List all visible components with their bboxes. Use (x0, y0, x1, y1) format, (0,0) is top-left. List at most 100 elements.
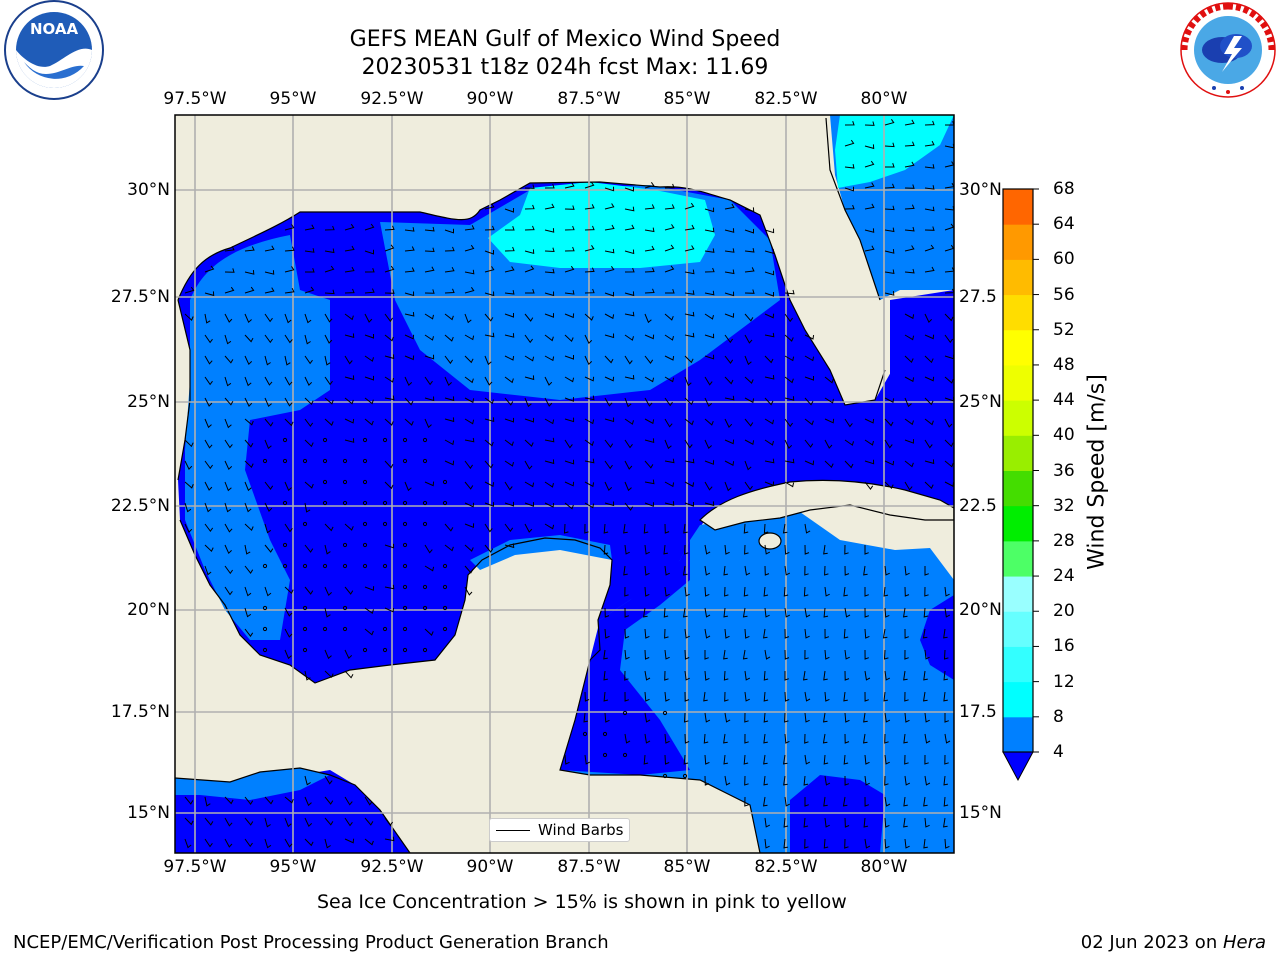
wind-barb (844, 670, 850, 681)
wind-barb (804, 797, 809, 807)
wind-barb (763, 670, 769, 681)
wind-barb (904, 245, 915, 252)
wind-barb (664, 523, 670, 534)
wind-barb (784, 313, 793, 323)
wind-barb (584, 754, 591, 765)
colorbar-band (1003, 224, 1033, 260)
colorbar-tick-label: 64 (1053, 214, 1075, 235)
wind-barb (504, 289, 515, 295)
wind-barb (723, 670, 729, 681)
wind-barb (884, 775, 889, 786)
wind-barb (684, 202, 695, 210)
wind-barb (744, 565, 751, 576)
wind-barb (724, 481, 732, 492)
wind-speed-map (174, 114, 955, 854)
wind-barb (644, 267, 655, 273)
wind-barb (824, 376, 834, 384)
calm-marker (682, 773, 688, 779)
colorbar-tick-label: 56 (1053, 284, 1075, 305)
wind-barb (924, 334, 935, 340)
lon-label-bottom: 97.5°W (163, 857, 227, 877)
wind-barb (244, 607, 252, 618)
wind-barb (624, 334, 634, 341)
calm-marker (342, 626, 348, 632)
wind-barb (684, 439, 693, 449)
wind-barb (744, 733, 749, 744)
wind-barb (544, 523, 555, 530)
wind-barb (744, 418, 754, 427)
wind-barb (884, 481, 894, 490)
wind-barb (624, 418, 634, 425)
wind-barb (904, 691, 909, 702)
wind-barb (684, 458, 695, 464)
wind-barb (763, 586, 769, 597)
calm-marker (362, 479, 368, 485)
colorbar-band (1003, 470, 1033, 507)
wind-barb (284, 481, 292, 492)
wind-barb (524, 439, 534, 447)
wind-barb (863, 565, 868, 576)
wind-barb (642, 607, 648, 618)
wind-barb (724, 228, 735, 233)
wind-barb (844, 139, 855, 147)
wind-barb (664, 265, 675, 273)
wind-barb (764, 355, 774, 364)
wind-barb (704, 775, 710, 786)
wind-barb (244, 544, 251, 555)
wind-barb (664, 501, 675, 506)
wind-barb (284, 817, 292, 828)
wind-barb (904, 838, 910, 849)
wind-barb (603, 691, 609, 702)
footer-host: Hera (1222, 932, 1266, 953)
wind-barb (784, 289, 795, 295)
wind-barb (504, 460, 514, 467)
wind-barb (684, 224, 695, 231)
wind-barb (544, 376, 553, 386)
wind-barb (704, 544, 711, 555)
lon-label-bottom: 87.5°W (557, 857, 621, 877)
wind-barb (864, 439, 874, 446)
wind-barb (304, 397, 314, 406)
wind-barb (744, 712, 749, 723)
wind-barb (464, 225, 475, 231)
wind-barb (544, 228, 555, 233)
wind-barb (624, 224, 635, 231)
wind-barb (664, 670, 669, 681)
wind-barb (364, 796, 373, 806)
wind-barb (624, 186, 634, 192)
wind-barb (404, 246, 415, 252)
wind-barb (624, 733, 631, 744)
wind-barb (284, 796, 294, 804)
wind-barb (904, 712, 910, 723)
wind-barb (604, 355, 614, 364)
wind-barb (903, 733, 908, 744)
wind-barb (364, 375, 374, 381)
wind-barb (824, 775, 831, 786)
wind-barb (264, 502, 273, 512)
wind-barb (464, 502, 475, 508)
wind-barb (824, 439, 833, 449)
wind-barb (823, 796, 828, 807)
wind-barb (644, 502, 654, 507)
wind-barb (244, 838, 253, 848)
wind-barb (764, 565, 770, 576)
wind-barb (884, 119, 895, 126)
wind-barb (524, 355, 535, 362)
colorbar-band (1003, 400, 1033, 436)
grid-lines (175, 115, 954, 853)
wind-barb (804, 649, 809, 660)
wind-barb (744, 628, 750, 639)
lon-label-top: 85°W (663, 89, 711, 109)
wind-barb (304, 775, 311, 786)
wind-barb (884, 227, 895, 233)
wind-barb (924, 733, 931, 744)
wind-barb (264, 838, 272, 849)
wind-barb (744, 775, 749, 786)
wind-barb (404, 291, 415, 297)
wind-barb (903, 796, 908, 807)
wind-barb (944, 334, 954, 344)
wind-barb (224, 246, 235, 252)
wind-barb (704, 207, 715, 213)
wind-barb (784, 628, 790, 639)
wind-barb (804, 355, 815, 362)
